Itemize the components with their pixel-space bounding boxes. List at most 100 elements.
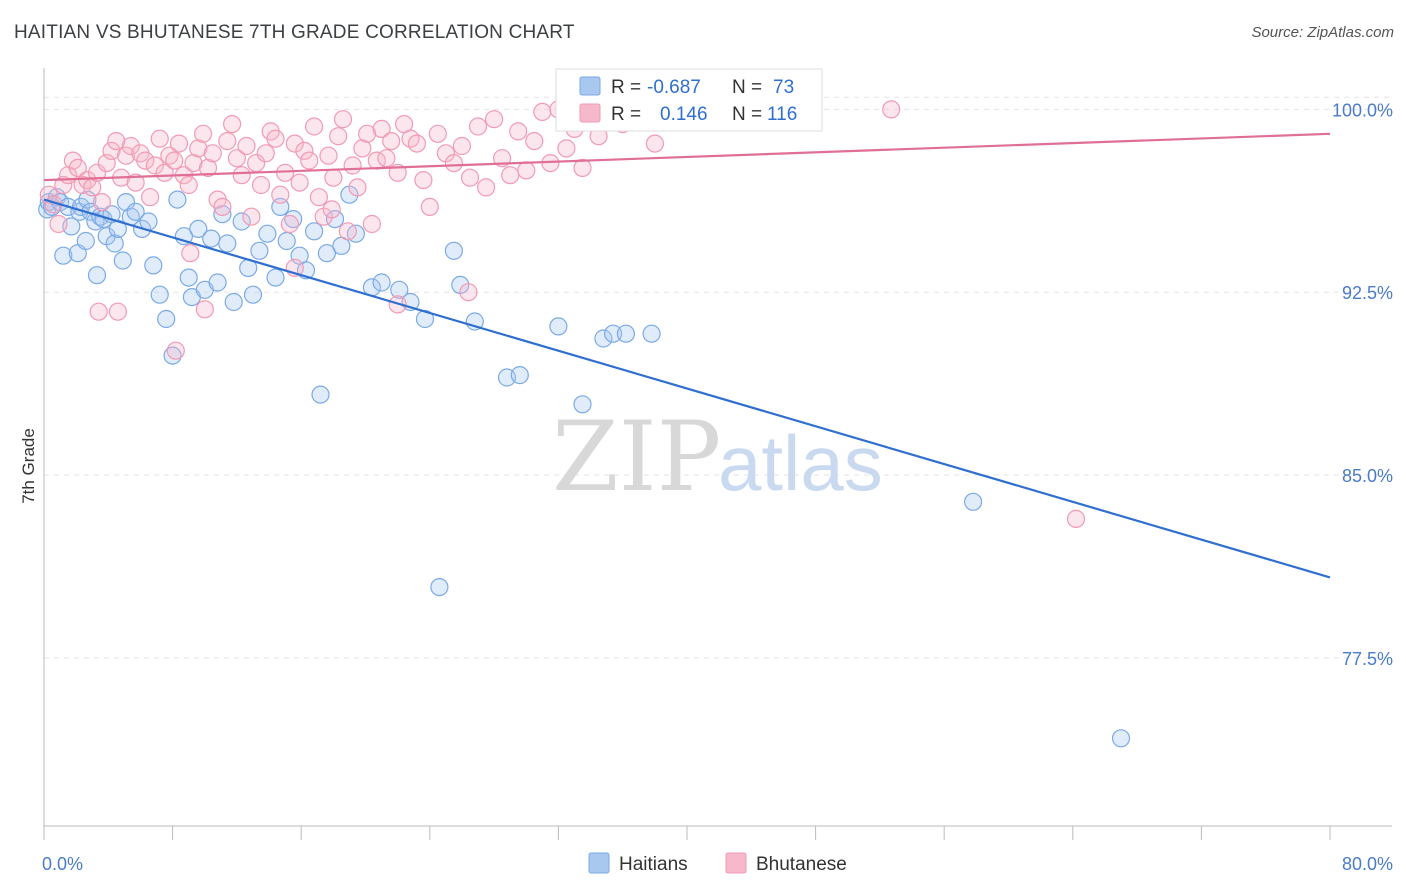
bhutanese-point bbox=[150, 129, 169, 148]
bhutanese-point bbox=[477, 178, 496, 197]
bhutanese-point bbox=[169, 134, 189, 153]
haitian-point bbox=[189, 219, 208, 238]
bhutanese-point bbox=[126, 173, 145, 192]
bhutanese-point bbox=[242, 207, 261, 226]
bhutanese-point bbox=[266, 129, 285, 148]
bhutanese-point bbox=[372, 119, 391, 138]
bhutanese-point bbox=[338, 222, 357, 241]
haitian-point bbox=[372, 273, 391, 292]
series-bhutanese bbox=[39, 100, 1086, 529]
watermark-zip: ZIP bbox=[552, 401, 721, 513]
bhutanese-point bbox=[155, 163, 174, 182]
bhutanese-point bbox=[329, 127, 348, 146]
haitian-point bbox=[616, 324, 636, 343]
bhutanese-point bbox=[533, 102, 552, 122]
axes bbox=[43, 68, 1392, 840]
bhutanese-point bbox=[237, 136, 256, 156]
legend-n-value-2: 116 bbox=[767, 104, 797, 125]
bhutanese-point bbox=[181, 244, 200, 263]
series-haitians bbox=[38, 185, 1131, 748]
bhutanese-point bbox=[68, 158, 87, 177]
legend-swatch-bhutanese bbox=[579, 103, 601, 123]
bhutanese-point bbox=[295, 141, 314, 160]
haitian-point bbox=[444, 241, 463, 260]
haitian-point bbox=[144, 256, 163, 275]
bhutanese-point bbox=[54, 175, 73, 195]
x-tick-label: 80.0% bbox=[1342, 854, 1393, 874]
bhutanese-point bbox=[290, 173, 309, 192]
bhutanese-point bbox=[362, 214, 381, 234]
haitian-point bbox=[116, 193, 136, 212]
legend-r-value-2: 0.146 bbox=[660, 104, 708, 125]
bottom-legend-swatch-haitians bbox=[588, 852, 610, 874]
haitian-point bbox=[573, 395, 592, 414]
bhutanese-point bbox=[300, 151, 319, 170]
bhutanese-point bbox=[285, 134, 304, 153]
bhutanese-point bbox=[121, 136, 140, 156]
y-axis-label: 7th Grade bbox=[19, 428, 38, 504]
haitian-point bbox=[963, 492, 983, 511]
bhutanese-trend-line bbox=[43, 132, 1331, 182]
bhutanese-point bbox=[179, 175, 198, 195]
bhutanese-point bbox=[509, 122, 528, 141]
haitian-point bbox=[76, 231, 95, 251]
haitian-point bbox=[126, 202, 145, 221]
haitian-point bbox=[430, 577, 449, 597]
haitian-point bbox=[325, 210, 345, 229]
haitian-point bbox=[250, 241, 269, 260]
bhutanese-point bbox=[882, 100, 901, 119]
bhutanese-point bbox=[107, 132, 126, 151]
bhutanese-point bbox=[645, 134, 665, 153]
bhutanese-point bbox=[377, 149, 396, 168]
bhutanese-point bbox=[485, 110, 504, 129]
bhutanese-point bbox=[108, 302, 128, 321]
bhutanese-point bbox=[468, 117, 488, 136]
haitian-point bbox=[157, 309, 176, 329]
bhutanese-point bbox=[165, 151, 184, 170]
bhutanese-point bbox=[319, 146, 338, 165]
haitian-point bbox=[1111, 729, 1131, 748]
bhutanese-point bbox=[348, 178, 367, 197]
bhutanese-point bbox=[460, 168, 480, 187]
bhutanese-point bbox=[407, 134, 426, 153]
bhutanese-point bbox=[256, 144, 275, 163]
legend-n-value-1: 73 bbox=[773, 77, 794, 98]
haitian-point bbox=[113, 251, 132, 270]
haitian-point bbox=[549, 317, 568, 336]
watermark-atlas: atlas bbox=[718, 419, 883, 507]
haitian-point bbox=[243, 285, 263, 304]
bhutanese-point bbox=[116, 146, 136, 165]
trend-lines bbox=[43, 132, 1331, 579]
haitian-point bbox=[510, 366, 529, 385]
haitian-point bbox=[258, 224, 277, 243]
bhutanese-point bbox=[251, 175, 271, 195]
haitian-point bbox=[168, 190, 187, 209]
bhutanese-point bbox=[218, 132, 237, 151]
bhutanese-point bbox=[203, 144, 222, 163]
bhutanese-point bbox=[414, 171, 433, 190]
bhutanese-point bbox=[333, 110, 353, 129]
haitian-point bbox=[390, 280, 409, 299]
bhutanese-point bbox=[420, 197, 439, 216]
bottom-legend: Haitians Bhutanese bbox=[588, 852, 847, 875]
y-tick-label: 77.5% bbox=[1342, 649, 1393, 669]
y-tick-label: 92.5% bbox=[1342, 283, 1393, 303]
bhutanese-point bbox=[194, 124, 213, 143]
haitian-point bbox=[642, 324, 661, 343]
bhutanese-point bbox=[322, 200, 341, 219]
bhutanese-point bbox=[358, 124, 377, 143]
haitian-point bbox=[224, 292, 243, 312]
bhutanese-point bbox=[213, 197, 232, 216]
haitian-point bbox=[218, 234, 237, 253]
y-tick-label: 85.0% bbox=[1342, 466, 1393, 486]
bhutanese-point bbox=[232, 166, 251, 185]
haitian-point bbox=[87, 266, 107, 285]
haitian-point bbox=[150, 285, 169, 304]
y-tick-label: 100.0% bbox=[1332, 100, 1393, 120]
bhutanese-point bbox=[227, 149, 246, 168]
legend-r-value-1: -0.687 bbox=[647, 77, 701, 98]
haitian-point bbox=[179, 268, 198, 287]
bhutanese-point bbox=[271, 185, 290, 204]
legend-r-label-2: R = bbox=[611, 104, 641, 125]
